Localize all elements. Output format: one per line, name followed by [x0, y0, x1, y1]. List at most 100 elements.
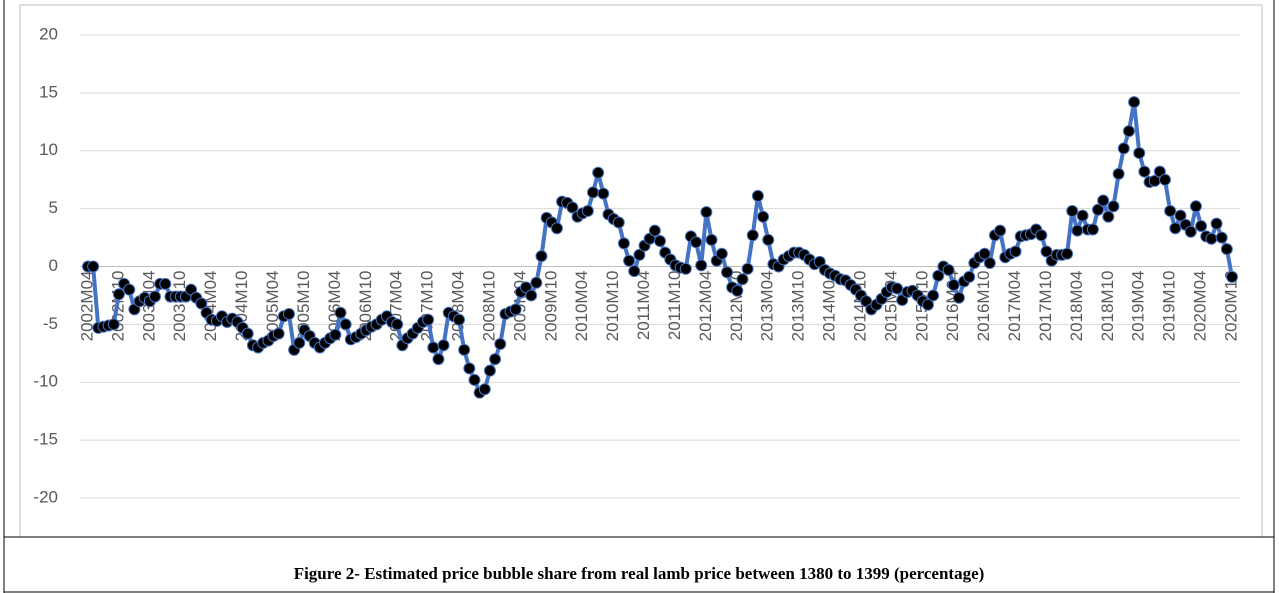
x-tick-label: 2010M10: [603, 271, 622, 342]
x-tick-label: 2011M04: [634, 271, 653, 341]
data-point: [1189, 200, 1202, 213]
data-point: [478, 383, 491, 396]
data-point: [1215, 231, 1228, 244]
data-point: [612, 216, 625, 229]
data-point: [581, 204, 594, 217]
x-tick-label: 2008M10: [479, 271, 498, 342]
data-point: [123, 283, 136, 296]
x-tick-label: 2009M10: [541, 271, 560, 342]
data-point: [432, 353, 445, 366]
x-tick-label: 2011M10: [665, 271, 684, 341]
data-point: [112, 288, 125, 301]
data-point: [293, 336, 306, 349]
x-tick-label: 2017M10: [1036, 271, 1055, 342]
y-tick-label: 15: [39, 82, 58, 101]
x-tick-label: 2002M04: [77, 271, 96, 342]
data-point: [942, 263, 955, 276]
data-point: [921, 298, 934, 311]
data-point: [1097, 194, 1110, 207]
data-point: [695, 259, 708, 272]
data-point: [535, 250, 548, 263]
x-tick-label: 2005M10: [294, 271, 313, 342]
data-point: [148, 290, 161, 303]
data-point: [272, 327, 285, 340]
data-point: [1138, 165, 1151, 178]
x-tick-label: 2003M10: [170, 271, 189, 342]
y-tick-label: -20: [33, 487, 58, 506]
x-tick-label: 2008M04: [449, 271, 468, 342]
data-point: [700, 206, 713, 219]
data-point: [1112, 167, 1125, 180]
data-point: [757, 210, 770, 223]
data-point: [1035, 229, 1048, 242]
x-tick-label: 2007M04: [387, 271, 406, 342]
x-tick-label: 2015M04: [881, 271, 900, 342]
data-point: [107, 318, 120, 331]
x-tick-label: 2020M10: [1221, 271, 1240, 342]
data-point: [329, 328, 342, 341]
data-point: [762, 233, 775, 246]
data-point: [458, 343, 471, 356]
data-point: [422, 313, 435, 326]
x-tick-label: 2019M04: [1129, 271, 1148, 342]
x-tick-label: 2017M04: [1005, 271, 1024, 342]
data-point: [1107, 200, 1120, 213]
data-point: [720, 266, 733, 279]
data-point: [715, 247, 728, 260]
data-point: [453, 313, 466, 326]
y-tick-label: -10: [33, 372, 58, 391]
data-point: [947, 279, 960, 292]
caption: Figure 2- Estimated price bubble share f…: [294, 564, 985, 583]
y-tick-label: 5: [49, 198, 58, 217]
data-point: [1117, 142, 1130, 155]
data-point: [1184, 225, 1197, 238]
data-point: [952, 291, 965, 304]
data-point: [1205, 232, 1218, 245]
data-point: [746, 229, 759, 242]
data-point: [1102, 210, 1115, 223]
y-tick-label: -5: [43, 314, 58, 333]
data-point: [1220, 243, 1233, 256]
data-point: [494, 338, 507, 351]
data-point: [994, 224, 1007, 237]
data-point: [339, 318, 352, 331]
data-point: [1159, 173, 1172, 186]
data-point: [705, 233, 718, 246]
data-point: [282, 307, 295, 320]
data-point: [1086, 223, 1099, 236]
data-point: [1122, 125, 1135, 138]
data-point: [334, 306, 347, 319]
data-point: [741, 262, 754, 275]
x-tick-label: 2016M10: [974, 271, 993, 342]
data-point: [751, 189, 764, 202]
data-point: [648, 224, 661, 237]
y-tick-label: 10: [39, 140, 58, 159]
data-point: [690, 236, 703, 249]
data-point: [1210, 217, 1223, 230]
data-point: [463, 362, 476, 375]
data-point: [891, 282, 904, 295]
data-point: [736, 273, 749, 286]
x-tick-label: 2013M04: [758, 271, 777, 342]
data-point: [628, 265, 641, 278]
data-point: [483, 364, 496, 377]
data-point: [468, 373, 481, 386]
data-point: [597, 187, 610, 200]
data-point: [489, 353, 502, 366]
data-point: [1169, 222, 1182, 235]
data-point: [1195, 219, 1208, 232]
data-point: [932, 269, 945, 282]
data-point: [1226, 270, 1238, 283]
y-tick-label: 0: [49, 256, 58, 275]
data-point: [437, 339, 450, 352]
data-point: [87, 260, 100, 273]
data-point: [159, 277, 172, 290]
data-point: [195, 297, 208, 310]
x-tick-label: 2010M04: [572, 271, 591, 342]
data-point: [1174, 209, 1187, 222]
data-point: [1071, 224, 1084, 237]
y-tick-label: -15: [33, 430, 58, 449]
x-tick-label: 2014M04: [820, 271, 839, 342]
data-point: [1066, 204, 1079, 217]
